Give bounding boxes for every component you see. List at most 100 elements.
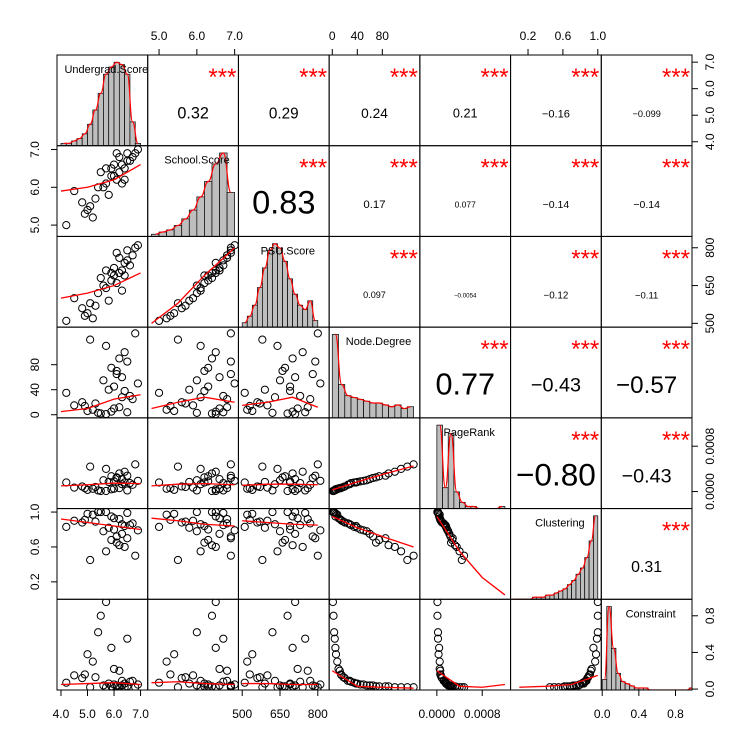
scatter-point (222, 403, 232, 412)
scatter-point (293, 484, 302, 493)
panel: 0.77 *** (435, 336, 508, 401)
scatter-point (192, 527, 201, 536)
scatter-point (313, 460, 322, 469)
scatter-point (104, 296, 113, 305)
scatter-point (433, 611, 442, 620)
scatter-point (313, 551, 322, 560)
panel: −0.14 *** (543, 155, 600, 211)
scatter-point (115, 268, 124, 278)
scatter-point (306, 519, 315, 528)
variable-name: Node.Degree (346, 336, 411, 348)
scatter-point (301, 486, 310, 495)
scatter-point (441, 679, 451, 688)
scatter-point (311, 357, 320, 366)
scatter-point (593, 628, 602, 637)
x-tick-label: 800 (308, 707, 328, 721)
scatter-point (109, 514, 119, 523)
scatter-point (219, 508, 228, 518)
scatter-point (258, 462, 267, 471)
scatter-point (219, 408, 228, 417)
correlation-value: −0.43 (622, 465, 672, 487)
histogram-bar (588, 540, 594, 600)
scatter-point (173, 335, 183, 344)
scatter-point (291, 486, 300, 496)
correlation-value: −0.11 (635, 290, 658, 301)
scatter-point (293, 664, 302, 674)
scatter-point (88, 314, 97, 323)
y-tick-label: 0.6 (28, 538, 42, 555)
histogram-bar (388, 406, 396, 418)
x-tick-label: 0.0008 (464, 707, 501, 721)
scatter-point (211, 643, 220, 652)
scatter-point (288, 643, 297, 652)
scatter-point (226, 534, 235, 543)
scatter-point (226, 532, 235, 541)
scatter-point (112, 149, 121, 158)
panel (240, 599, 325, 690)
scatter-point (107, 276, 116, 285)
scatter-point (278, 538, 287, 547)
scatter-point (125, 261, 135, 270)
scatter-point (248, 650, 257, 659)
scatter-point (365, 681, 374, 690)
scatter-point (211, 599, 220, 607)
y-tick-label: 0 (28, 411, 42, 418)
scatter-point (296, 391, 305, 401)
scatter-point (211, 508, 220, 517)
scatter-point (86, 335, 95, 344)
histogram-bar (97, 92, 104, 146)
y-tick-label: 800 (703, 237, 717, 257)
histogram-bar (312, 320, 319, 328)
scatter-point (62, 220, 71, 230)
density-line (603, 605, 692, 690)
correlation-value: 0.31 (631, 559, 662, 576)
scatter-point (131, 329, 140, 338)
scatter-point (162, 657, 171, 666)
histogram-bar (282, 260, 288, 328)
scatter-point (255, 482, 264, 492)
scatter-point (62, 388, 71, 397)
scatter-point (62, 316, 71, 325)
panel-border (237, 417, 330, 510)
scatter-point (131, 460, 140, 469)
scatter-point (554, 683, 563, 690)
scatter-point (170, 650, 179, 659)
scatter-point (545, 683, 554, 690)
correlation-value: −0.80 (516, 457, 596, 493)
scatter-point (433, 634, 443, 643)
panel: Undergrad.Score (60, 61, 148, 146)
scatter-point (131, 243, 140, 252)
panel (329, 508, 418, 565)
scatter-point (592, 634, 602, 643)
scatter-point (240, 678, 249, 687)
scatter-point (591, 650, 601, 659)
scatter-point (285, 525, 295, 534)
scatter-point (207, 611, 217, 620)
scatter-point (192, 628, 201, 637)
scatter-point (83, 406, 92, 416)
scatter-point (86, 462, 95, 471)
scatter-point (207, 409, 217, 418)
smooth-line (151, 247, 236, 324)
scatter-point (99, 527, 108, 536)
y-tick-label: 80 (28, 358, 42, 372)
scatter-point (298, 542, 307, 552)
scatter-point (196, 464, 205, 473)
scatter-point (359, 526, 368, 535)
panel-border (419, 598, 512, 691)
scatter-point (434, 650, 443, 659)
scatter-point (268, 408, 277, 417)
scatter-point (346, 677, 356, 686)
y-tick-label: 5.0 (703, 107, 717, 124)
scatter-point (99, 681, 108, 690)
histogram-bar (338, 384, 346, 418)
scatter-point (248, 406, 257, 416)
panel: 0.097 *** (363, 245, 418, 300)
scatter-point (101, 283, 111, 293)
histogram-bar (620, 681, 626, 690)
histogram-bar (549, 594, 555, 600)
scatter-point (435, 657, 444, 666)
scatter-point (115, 514, 124, 524)
scatter-point (107, 512, 116, 521)
